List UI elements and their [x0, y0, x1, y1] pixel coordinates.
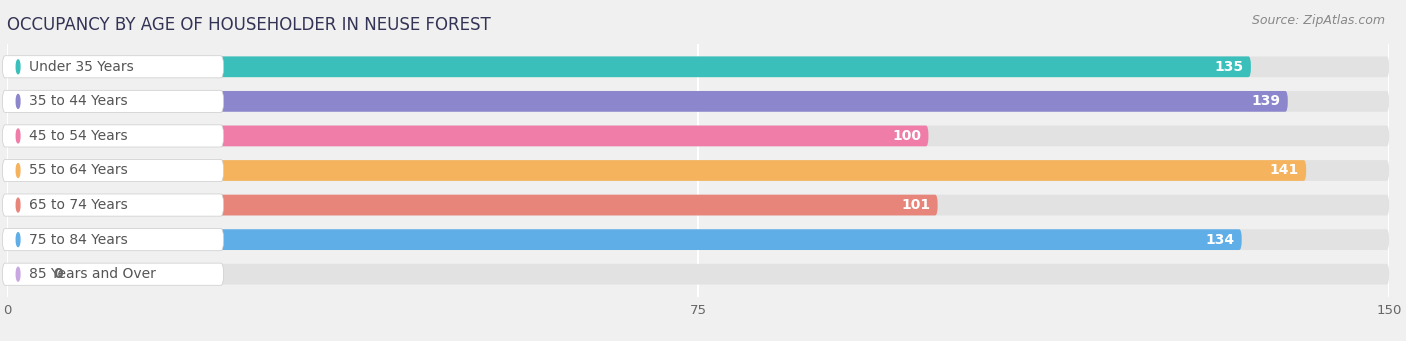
Circle shape [17, 267, 20, 281]
Text: 55 to 64 Years: 55 to 64 Years [30, 163, 128, 178]
Text: 35 to 44 Years: 35 to 44 Years [30, 94, 128, 108]
FancyBboxPatch shape [7, 264, 1389, 285]
FancyBboxPatch shape [7, 264, 39, 285]
Text: Under 35 Years: Under 35 Years [30, 60, 134, 74]
FancyBboxPatch shape [3, 263, 224, 285]
FancyBboxPatch shape [7, 91, 1288, 112]
FancyBboxPatch shape [7, 125, 1389, 146]
Text: 0: 0 [53, 267, 63, 281]
FancyBboxPatch shape [3, 56, 224, 78]
FancyBboxPatch shape [7, 160, 1306, 181]
FancyBboxPatch shape [3, 125, 224, 147]
Text: 135: 135 [1215, 60, 1243, 74]
Circle shape [17, 233, 20, 247]
FancyBboxPatch shape [7, 160, 1389, 181]
Text: 85 Years and Over: 85 Years and Over [30, 267, 156, 281]
FancyBboxPatch shape [7, 125, 928, 146]
Circle shape [17, 60, 20, 74]
Text: 65 to 74 Years: 65 to 74 Years [30, 198, 128, 212]
FancyBboxPatch shape [3, 194, 224, 216]
Text: 101: 101 [901, 198, 931, 212]
FancyBboxPatch shape [7, 195, 1389, 216]
Circle shape [17, 198, 20, 212]
FancyBboxPatch shape [7, 56, 1251, 77]
Text: OCCUPANCY BY AGE OF HOUSEHOLDER IN NEUSE FOREST: OCCUPANCY BY AGE OF HOUSEHOLDER IN NEUSE… [7, 16, 491, 34]
Text: 100: 100 [891, 129, 921, 143]
Circle shape [17, 164, 20, 177]
Text: 134: 134 [1205, 233, 1234, 247]
FancyBboxPatch shape [7, 229, 1241, 250]
Text: 75 to 84 Years: 75 to 84 Years [30, 233, 128, 247]
Text: 141: 141 [1270, 163, 1299, 178]
Circle shape [17, 129, 20, 143]
FancyBboxPatch shape [7, 91, 1389, 112]
Text: 45 to 54 Years: 45 to 54 Years [30, 129, 128, 143]
FancyBboxPatch shape [3, 90, 224, 113]
FancyBboxPatch shape [7, 195, 938, 216]
FancyBboxPatch shape [7, 56, 1389, 77]
Text: Source: ZipAtlas.com: Source: ZipAtlas.com [1251, 14, 1385, 27]
FancyBboxPatch shape [3, 160, 224, 181]
FancyBboxPatch shape [7, 229, 1389, 250]
Circle shape [17, 94, 20, 108]
FancyBboxPatch shape [3, 228, 224, 251]
Text: 139: 139 [1251, 94, 1281, 108]
